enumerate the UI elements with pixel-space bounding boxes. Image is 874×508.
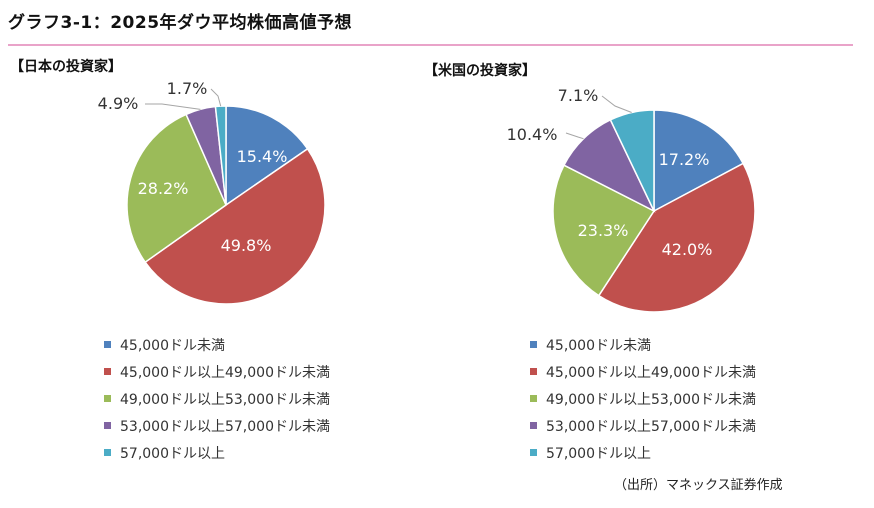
us-legend-swatch-53000-57000 (530, 422, 537, 429)
japan-legend-label-over-57000: 57,000ドル以上 (120, 445, 225, 462)
us-chart-title: 【米国の投資家】 (424, 63, 536, 79)
japan-legend-item-under-45000: 45,000ドル未満 (104, 331, 330, 358)
us-legend-swatch-49000-53000 (530, 395, 537, 402)
us-slice-45000-49000 (597, 162, 756, 313)
us-legend-item-53000-57000: 53,000ドル以上57,000ドル未満 (530, 412, 756, 439)
japan-label-45000-49000: 49.8% (221, 236, 272, 255)
japan-legend-label-53000-57000: 53,000ドル以上57,000ドル未満 (120, 418, 330, 435)
japan-legend-label-under-45000: 45,000ドル未満 (120, 337, 225, 354)
japan-legend-swatch-49000-53000 (104, 395, 111, 402)
us-slice-49000-53000 (552, 164, 656, 297)
japan-legend-label-49000-53000: 49,000ドル以上53,000ドル未満 (120, 391, 330, 408)
us-label-under-45000: 17.2% (659, 150, 710, 169)
us-legend-swatch-under-45000 (530, 341, 537, 348)
japan-slice-under-45000 (225, 105, 309, 207)
us-label-53000-57000: 10.4% (507, 125, 558, 144)
japan-slice-49000-53000 (126, 113, 227, 264)
japan-slice-45000-49000 (144, 147, 326, 305)
japan-legend-item-45000-49000: 45,000ドル以上49,000ドル未満 (104, 358, 330, 385)
japan-label-under-45000: 15.4% (237, 147, 288, 166)
japan-label-49000-53000: 28.2% (138, 179, 189, 198)
us-legend-label-over-57000: 57,000ドル以上 (546, 445, 651, 462)
japan-legend-swatch-over-57000 (104, 449, 111, 456)
japan-legend-item-over-57000: 57,000ドル以上 (104, 439, 330, 466)
japan-label-53000-57000: 4.9% (98, 94, 139, 113)
japan-legend: 45,000ドル未満 45,000ドル以上49,000ドル未満 49,000ドル以上… (104, 331, 330, 466)
japan-legend-swatch-45000-49000 (104, 368, 111, 375)
us-legend-label-53000-57000: 53,000ドル以上57,000ドル未満 (546, 418, 756, 435)
us-label-over-57000: 7.1% (558, 86, 599, 105)
japan-chart-title: 【日本の投資家】 (10, 59, 122, 75)
page-title: グラフ3-1：2025年ダウ平均株価高値予想 (8, 13, 353, 33)
japan-legend-item-53000-57000: 53,000ドル以上57,000ドル未満 (104, 412, 330, 439)
us-leader-line-53000-57000 (565, 132, 584, 140)
japan-label-over-57000: 1.7% (167, 79, 208, 98)
us-label-45000-49000: 42.0% (662, 240, 713, 259)
us-legend-swatch-45000-49000 (530, 368, 537, 375)
us-legend-item-49000-53000: 49,000ドル以上53,000ドル未満 (530, 385, 756, 412)
japan-legend-item-49000-53000: 49,000ドル以上53,000ドル未満 (104, 385, 330, 412)
source-note: （出所）マネックス証券作成 (614, 478, 783, 493)
us-slice-under-45000 (653, 109, 745, 213)
us-legend-item-45000-49000: 45,000ドル以上49,000ドル未満 (530, 358, 756, 385)
japan-leader-line-53000-57000 (145, 103, 201, 110)
us-legend-label-45000-49000: 45,000ドル以上49,000ドル未満 (546, 364, 756, 381)
japan-legend-swatch-53000-57000 (104, 422, 111, 429)
title-divider (8, 44, 853, 46)
us-legend-item-over-57000: 57,000ドル以上 (530, 439, 756, 466)
japan-leader-line-over-57000 (210, 88, 222, 107)
us-legend-item-under-45000: 45,000ドル未満 (530, 331, 756, 358)
us-label-49000-53000: 23.3% (578, 221, 629, 240)
us-legend-swatch-over-57000 (530, 449, 537, 456)
us-legend: 45,000ドル未満 45,000ドル以上49,000ドル未満 49,000ドル以上… (530, 331, 756, 466)
us-legend-label-49000-53000: 49,000ドル以上53,000ドル未満 (546, 391, 756, 408)
us-legend-label-under-45000: 45,000ドル未満 (546, 337, 651, 354)
us-leader-line-over-57000 (601, 95, 632, 113)
japan-legend-swatch-under-45000 (104, 341, 111, 348)
japan-legend-label-45000-49000: 45,000ドル以上49,000ドル未満 (120, 364, 330, 381)
